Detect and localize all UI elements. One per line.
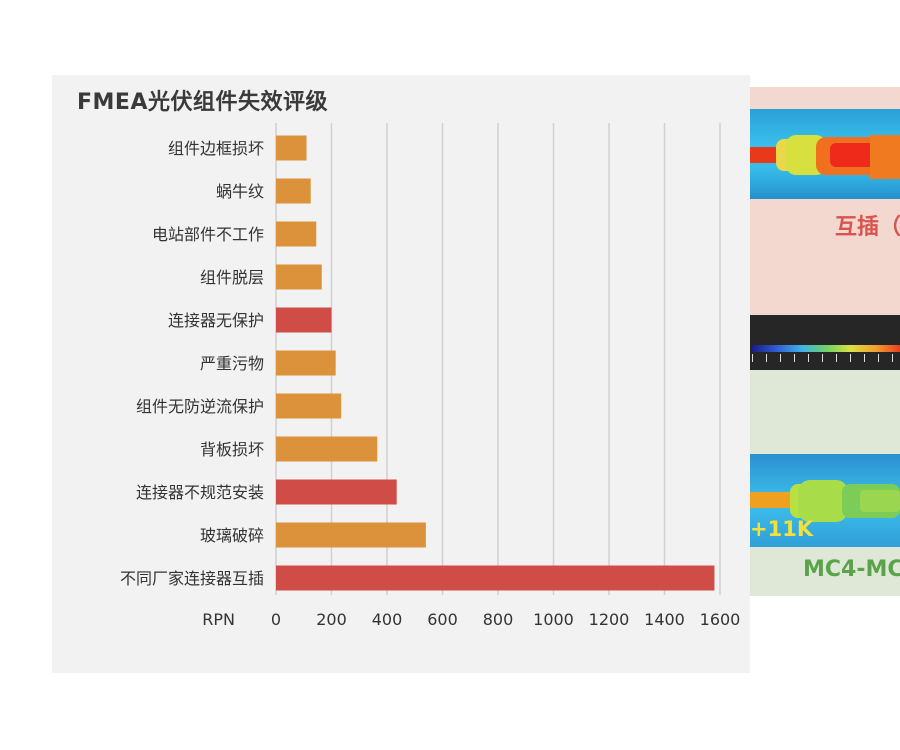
bar-chart: 组件边框损坏蜗牛纹电站部件不工作组件脱层连接器无保护严重污物组件无防逆流保护背板… xyxy=(120,123,741,629)
category-label: 连接器不规范安装 xyxy=(136,483,264,502)
category-label: 组件无防逆流保护 xyxy=(136,397,264,416)
category-label: 不同厂家连接器互插 xyxy=(120,569,264,588)
category-label: 组件脱层 xyxy=(200,268,264,287)
chart-title: FMEA光伏组件失效评级 xyxy=(77,90,328,115)
thermal-image-mixed xyxy=(750,109,900,199)
bar xyxy=(276,178,311,204)
temperature-colorbar xyxy=(752,345,900,352)
caption-mixed-connectors: 互插（补 xyxy=(835,215,900,240)
category-label: 背板损坏 xyxy=(200,440,264,459)
bar xyxy=(276,135,307,161)
bar xyxy=(276,221,317,247)
x-tick-label: 0 xyxy=(271,610,281,629)
bar xyxy=(276,393,342,419)
bar xyxy=(276,522,426,548)
thermal-image-matched: +11K xyxy=(750,454,900,547)
x-tick-label: 1000 xyxy=(533,610,574,629)
temperature-delta-label: +11K xyxy=(750,517,814,541)
bar xyxy=(276,350,336,376)
category-label: 连接器无保护 xyxy=(168,311,264,330)
category-label: 蜗牛纹 xyxy=(216,182,264,201)
category-label: 玻璃破碎 xyxy=(200,526,264,545)
x-tick-label: 800 xyxy=(483,610,514,629)
category-label: 组件边框损坏 xyxy=(168,139,264,158)
x-tick-label: 1600 xyxy=(700,610,741,629)
bar xyxy=(276,264,322,290)
bar xyxy=(276,436,378,462)
bar xyxy=(276,479,397,505)
bar xyxy=(276,307,332,333)
chart-panel: FMEA光伏组件失效评级 组件边框损坏蜗牛纹电站部件不工作组件脱层连接器无保护严… xyxy=(52,75,750,673)
caption-matched-connectors: MC4-MC4 xyxy=(803,557,900,582)
x-tick-label: 600 xyxy=(427,610,458,629)
x-tick-label: 400 xyxy=(372,610,403,629)
colorbar-ticks xyxy=(752,354,900,362)
x-tick-label: 200 xyxy=(316,610,347,629)
x-tick-label: 1200 xyxy=(589,610,630,629)
category-label: 电站部件不工作 xyxy=(152,225,264,244)
x-tick-label: 1400 xyxy=(644,610,685,629)
category-label: 严重污物 xyxy=(200,354,264,373)
thermal-comparison-panel: 互插（补 +11K MC4-MC4 xyxy=(750,87,900,596)
x-axis-label: RPN xyxy=(202,610,235,629)
bar xyxy=(276,565,715,591)
